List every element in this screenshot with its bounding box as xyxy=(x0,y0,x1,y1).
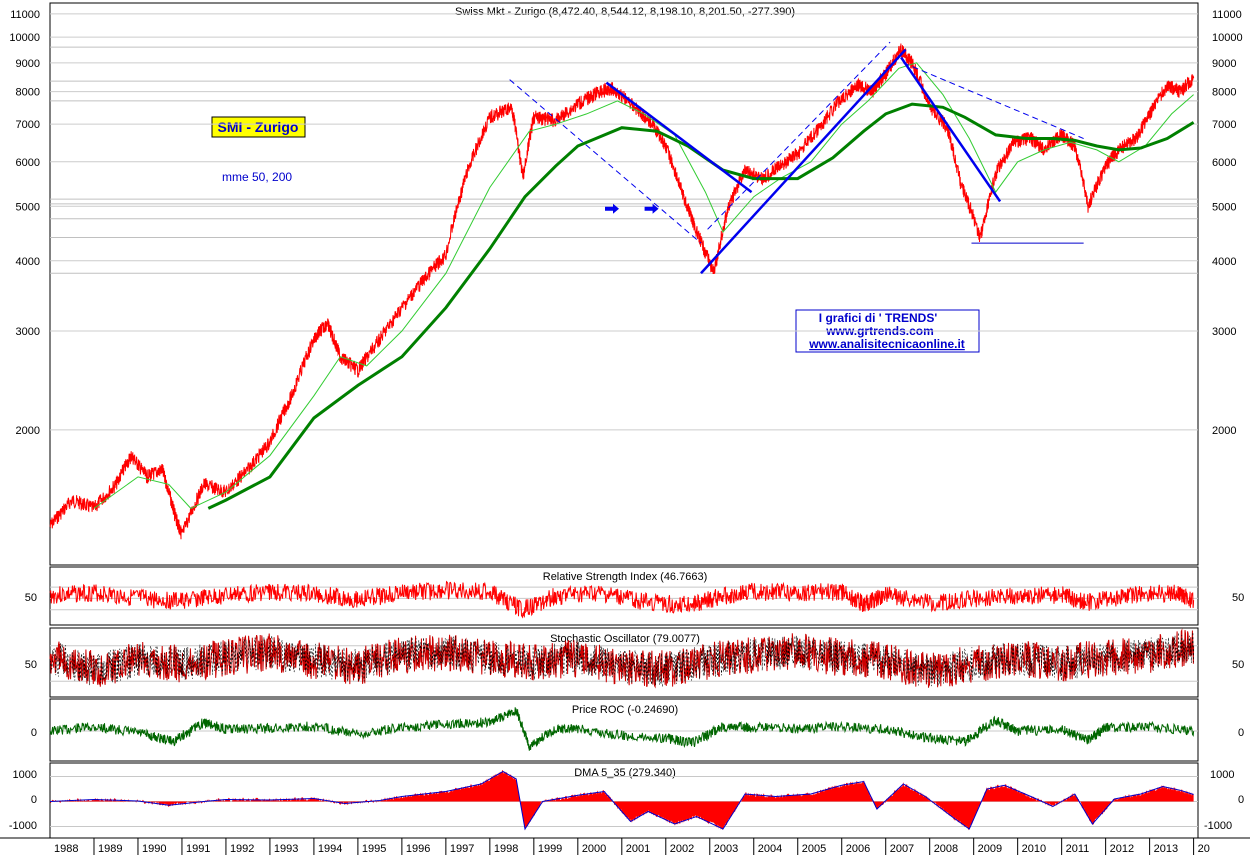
price-tick-label-right: 6000 xyxy=(1212,157,1236,169)
x-tick-label: 2010 xyxy=(1022,843,1046,855)
watermark-line-3: www.analisitecnicaonline.it xyxy=(808,337,965,351)
price-tick-label-left: 8000 xyxy=(16,87,40,99)
price-tick-label-right: 10000 xyxy=(1212,32,1243,44)
x-tick-label: 2006 xyxy=(846,843,870,855)
x-tick-label: 1994 xyxy=(318,843,342,855)
indicator-line-2 xyxy=(49,707,1195,751)
watermark-line-1: I grafici di ' TRENDS' xyxy=(819,311,938,325)
price-tick-label-right: 8000 xyxy=(1212,87,1236,99)
panel-frame-stoch xyxy=(49,627,1199,698)
indicator-title-dma: DMA 5_35 (279.340) xyxy=(574,767,676,779)
panel-frame-price xyxy=(49,2,1199,566)
x-tick-label: 2007 xyxy=(890,843,914,855)
price-tick-label-left: 5000 xyxy=(16,201,40,213)
indicator-title-roc: Price ROC (-0.24690) xyxy=(572,704,678,716)
x-tick-label: 1988 xyxy=(54,843,78,855)
price-tick-label-right: 3000 xyxy=(1212,326,1236,338)
x-tick-label: 2012 xyxy=(1110,843,1134,855)
price-series-line xyxy=(49,43,1195,540)
stoch-tick-left: 50 xyxy=(25,659,37,671)
x-tick-label: 2009 xyxy=(978,843,1002,855)
x-tick-label: 20 xyxy=(1198,843,1210,855)
trendline-solid xyxy=(605,81,753,194)
x-tick-label: 1992 xyxy=(230,843,254,855)
indicator-line-0 xyxy=(49,580,1195,619)
price-tick-label-left: 2000 xyxy=(16,425,40,437)
x-tick-label: 1999 xyxy=(538,843,562,855)
price-tick-label-left: 6000 xyxy=(16,157,40,169)
trendline-dashed xyxy=(903,62,1084,139)
dma-tick-left-neg1000: -1000 xyxy=(9,820,37,832)
price-tick-label-right: 4000 xyxy=(1212,256,1236,268)
price-tick-label-left: 11000 xyxy=(10,9,40,21)
price-tick-label-right: 11000 xyxy=(1212,9,1242,21)
x-tick-label: 2005 xyxy=(802,843,826,855)
x-tick-label: 2011 xyxy=(1066,843,1090,855)
arrow-marker xyxy=(644,203,659,214)
price-tick-label-right: 9000 xyxy=(1212,58,1236,70)
x-tick-label: 1991 xyxy=(186,843,210,855)
dma-signal-line xyxy=(49,770,1194,831)
dma-tick-left-0: 0 xyxy=(31,794,37,806)
trendline-dashed xyxy=(509,79,702,244)
ma-50-line xyxy=(93,62,1194,510)
stoch-tick-right: 50 xyxy=(1232,659,1244,671)
price-tick-label-left: 4000 xyxy=(16,256,40,268)
x-tick-label: 2002 xyxy=(670,843,694,855)
x-tick-label: 1998 xyxy=(494,843,518,855)
indicator-title-rsi: Relative Strength Index (46.7663) xyxy=(543,571,708,583)
price-tick-label-right: 2000 xyxy=(1212,425,1236,437)
x-tick-label: 1989 xyxy=(98,843,122,855)
price-tick-label-left: 3000 xyxy=(16,326,40,338)
x-tick-label: 1990 xyxy=(142,843,166,855)
price-tick-label-left: 10000 xyxy=(9,32,40,44)
x-tick-label: 2003 xyxy=(714,843,738,855)
stoch-signal-line xyxy=(49,632,1194,687)
roc-tick-left: 0 xyxy=(31,727,37,739)
trendline-dashed xyxy=(707,41,891,230)
x-tick-label: 2004 xyxy=(758,843,782,855)
rsi-tick-left: 50 xyxy=(25,592,37,604)
ma-note: mme 50, 200 xyxy=(222,170,292,184)
smi-label-box xyxy=(211,116,306,138)
x-tick-label: 2008 xyxy=(934,843,958,855)
x-tick-label: 2001 xyxy=(626,843,650,855)
x-tick-label: 2000 xyxy=(582,843,606,855)
trendline-solid xyxy=(700,48,907,275)
dma-tick-left-1000: 1000 xyxy=(13,769,37,781)
price-tick-label-left: 9000 xyxy=(16,58,40,70)
price-tick-label-right: 7000 xyxy=(1212,119,1236,131)
x-tick-label: 2013 xyxy=(1154,843,1178,855)
indicator-title-stoch: Stochastic Oscillator (79.0077) xyxy=(550,633,700,645)
roc-tick-right: 0 xyxy=(1238,727,1244,739)
arrow-marker xyxy=(605,203,620,214)
x-tick-label: 1997 xyxy=(450,843,474,855)
trendline-solid xyxy=(900,56,1002,203)
dma-tick-right-1000: 1000 xyxy=(1210,769,1234,781)
panel-frame-rsi xyxy=(49,566,1199,626)
rsi-tick-right: 50 xyxy=(1232,592,1244,604)
chart-title: Swiss Mkt - Zurigo (8,472.40, 8,544.12, … xyxy=(455,6,795,18)
dma-tick-right-0: 0 xyxy=(1238,794,1244,806)
dma-tick-right-neg1000: -1000 xyxy=(1204,820,1232,832)
x-tick-label: 1995 xyxy=(362,843,386,855)
price-tick-label-right: 5000 xyxy=(1212,201,1236,213)
price-tick-label-left: 7000 xyxy=(16,119,40,131)
ma-200-line xyxy=(207,102,1195,510)
panel-frame-roc xyxy=(49,698,1199,762)
smi-label-text: SMI - Zurigo xyxy=(218,119,299,135)
x-tick-label: 1993 xyxy=(274,843,298,855)
x-tick-label: 1996 xyxy=(406,843,430,855)
